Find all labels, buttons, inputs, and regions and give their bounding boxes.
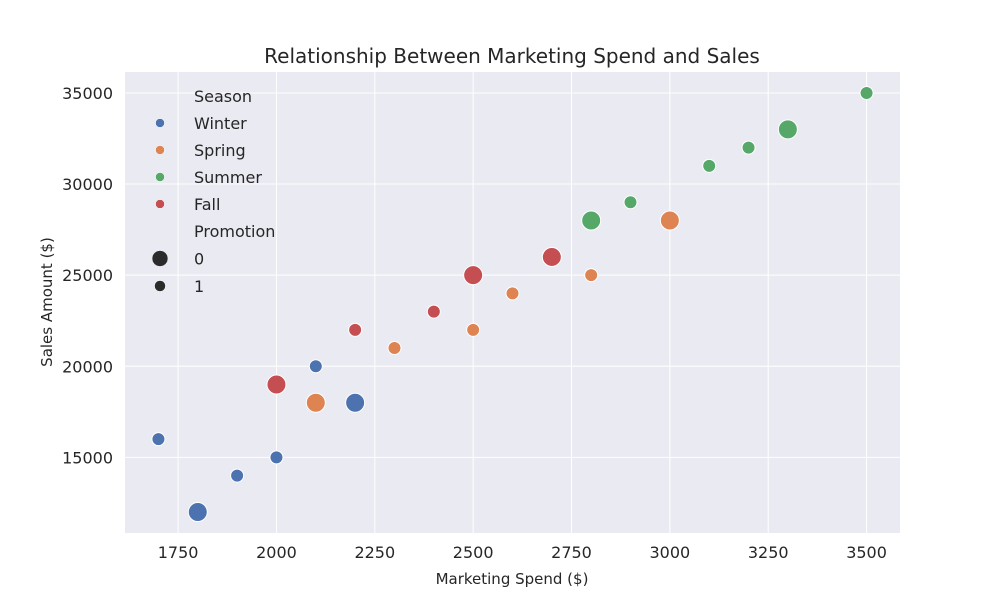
grid-lines xyxy=(125,72,900,533)
x-axis-ticks: 1750 2000 2250 2500 2750 3000 3250 3500 xyxy=(158,543,887,562)
data-point-16 xyxy=(777,119,798,140)
x-tick-label-4: 2750 xyxy=(551,543,592,562)
legend-marker-fall xyxy=(155,199,165,209)
legend-size-label-0: 0 xyxy=(194,250,204,269)
data-point-17 xyxy=(859,85,874,100)
data-point-3 xyxy=(269,450,284,465)
legend-marker-spring xyxy=(155,145,165,155)
data-point-4 xyxy=(308,359,323,374)
data-point-2 xyxy=(230,468,245,483)
y-tick-label-3: 30000 xyxy=(62,175,113,194)
chart-title: Relationship Between Marketing Spend and… xyxy=(264,44,760,68)
data-point-11 xyxy=(659,210,680,231)
legend-label-fall: Fall xyxy=(194,195,220,214)
data-point-15 xyxy=(741,140,756,155)
x-tick-label-2: 2250 xyxy=(354,543,395,562)
plot-area xyxy=(125,72,900,533)
data-point-8 xyxy=(466,322,481,337)
data-points xyxy=(151,85,874,523)
x-tick-label-5: 3000 xyxy=(650,543,691,562)
x-tick-label-7: 3500 xyxy=(846,543,887,562)
x-tick-label-0: 1750 xyxy=(158,543,199,562)
legend-label-spring: Spring xyxy=(194,141,246,160)
data-point-7 xyxy=(387,341,402,356)
y-tick-label-0: 15000 xyxy=(62,448,113,467)
y-axis-ticks: 15000 20000 25000 30000 35000 xyxy=(62,84,113,467)
data-point-10 xyxy=(584,268,599,283)
data-point-5 xyxy=(345,392,366,413)
y-tick-label-2: 25000 xyxy=(62,266,113,285)
y-axis-label: Sales Amount ($) xyxy=(38,237,56,367)
data-point-6 xyxy=(305,392,326,413)
data-point-22 xyxy=(541,246,562,267)
x-tick-label-3: 2500 xyxy=(453,543,494,562)
y-tick-label-4: 35000 xyxy=(62,84,113,103)
data-point-0 xyxy=(151,432,166,447)
legend-hue-title: Season xyxy=(194,87,252,106)
data-point-14 xyxy=(702,158,717,173)
data-point-21 xyxy=(463,265,484,286)
x-tick-label-1: 2000 xyxy=(256,543,297,562)
data-point-18 xyxy=(266,374,287,395)
legend-size-marker-0 xyxy=(151,250,169,267)
data-point-13 xyxy=(623,195,638,210)
legend: Season Winter Spring Summer Fall Promotion 0 1 xyxy=(151,87,275,296)
data-point-12 xyxy=(581,210,602,231)
x-tick-label-6: 3250 xyxy=(748,543,789,562)
legend-marker-summer xyxy=(155,172,165,182)
legend-size-label-1: 1 xyxy=(194,277,204,296)
y-tick-label-1: 20000 xyxy=(62,357,113,376)
legend-marker-winter xyxy=(155,118,165,128)
data-point-9 xyxy=(505,286,520,301)
data-point-19 xyxy=(348,322,363,337)
data-point-20 xyxy=(426,304,441,319)
legend-size-title: Promotion xyxy=(194,222,275,241)
data-point-1 xyxy=(187,502,208,523)
x-axis-label: Marketing Spend ($) xyxy=(436,570,589,588)
legend-size-marker-1 xyxy=(154,280,166,292)
legend-label-summer: Summer xyxy=(194,168,262,187)
legend-label-winter: Winter xyxy=(194,114,247,133)
